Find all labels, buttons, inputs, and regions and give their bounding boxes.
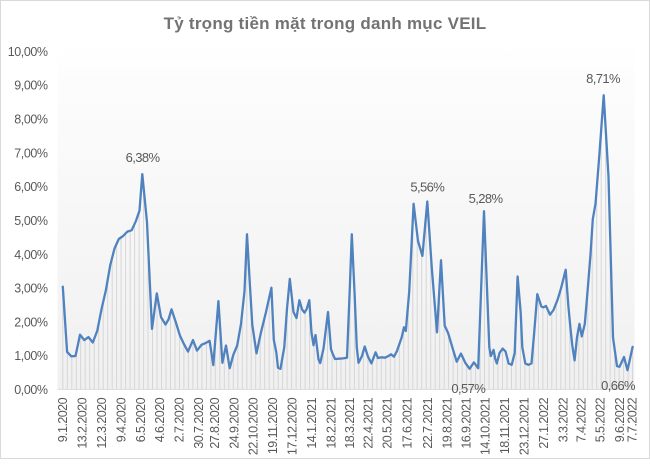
svg-text:4.6.2020: 4.6.2020: [153, 397, 167, 442]
svg-text:24.9.2020: 24.9.2020: [228, 397, 242, 448]
svg-text:7.7.2022: 7.7.2022: [626, 397, 640, 442]
svg-text:7,00%: 7,00%: [14, 146, 48, 160]
svg-text:14.1.2021: 14.1.2021: [305, 397, 319, 448]
svg-text:5,56%: 5,56%: [410, 180, 445, 195]
svg-text:22.10.2020: 22.10.2020: [247, 397, 261, 455]
svg-text:12.3.2020: 12.3.2020: [95, 397, 109, 448]
svg-text:10,00%: 10,00%: [8, 45, 48, 59]
svg-text:5,28%: 5,28%: [469, 191, 504, 206]
svg-text:13.2.2020: 13.2.2020: [75, 397, 89, 448]
svg-text:23.12.2021: 23.12.2021: [518, 397, 532, 455]
svg-text:1,00%: 1,00%: [14, 349, 48, 363]
svg-text:18.11.2021: 18.11.2021: [498, 397, 512, 454]
svg-text:7.4.2022: 7.4.2022: [575, 397, 589, 442]
svg-text:2.7.2020: 2.7.2020: [173, 397, 187, 442]
svg-text:6,38%: 6,38%: [126, 150, 161, 165]
svg-text:30.7.2020: 30.7.2020: [192, 397, 206, 448]
svg-text:16.9.2021: 16.9.2021: [460, 397, 474, 448]
svg-text:Tỷ trọng tiền mặt trong danh m: Tỷ trọng tiền mặt trong danh mục VEIL: [164, 14, 487, 33]
svg-text:9.4.2020: 9.4.2020: [114, 397, 128, 442]
svg-text:9,00%: 9,00%: [14, 79, 48, 93]
svg-text:18.2.2021: 18.2.2021: [324, 397, 338, 448]
svg-text:0,00%: 0,00%: [14, 383, 48, 397]
svg-text:3.3.2022: 3.3.2022: [557, 397, 571, 442]
svg-text:2,00%: 2,00%: [14, 315, 48, 329]
svg-text:17.12.2020: 17.12.2020: [286, 397, 300, 455]
svg-text:6.5.2020: 6.5.2020: [134, 397, 148, 442]
svg-text:14.10.2021: 14.10.2021: [479, 397, 493, 455]
svg-text:19.11.2020: 19.11.2020: [266, 397, 280, 454]
svg-text:18.3.2021: 18.3.2021: [343, 397, 357, 448]
svg-text:5,00%: 5,00%: [14, 214, 48, 228]
svg-text:0,57%: 0,57%: [451, 381, 486, 396]
svg-text:27.8.2020: 27.8.2020: [208, 397, 222, 448]
svg-text:3,00%: 3,00%: [14, 282, 48, 296]
svg-text:20.5.2021: 20.5.2021: [380, 397, 394, 448]
svg-text:8,71%: 8,71%: [586, 71, 621, 86]
svg-text:9.6.2022: 9.6.2022: [613, 397, 627, 442]
svg-text:0,66%: 0,66%: [601, 378, 636, 393]
svg-text:9.1.2020: 9.1.2020: [56, 397, 70, 442]
svg-text:4,00%: 4,00%: [14, 248, 48, 262]
svg-text:8,00%: 8,00%: [14, 113, 48, 127]
svg-text:27.1.2022: 27.1.2022: [537, 397, 551, 448]
svg-text:17.6.2021: 17.6.2021: [401, 397, 415, 448]
svg-text:5.5.2022: 5.5.2022: [594, 397, 608, 442]
svg-text:19.8.2021: 19.8.2021: [440, 397, 454, 448]
svg-text:6,00%: 6,00%: [14, 180, 48, 194]
svg-text:22.4.2021: 22.4.2021: [362, 397, 376, 448]
svg-text:22.7.2021: 22.7.2021: [421, 397, 435, 448]
